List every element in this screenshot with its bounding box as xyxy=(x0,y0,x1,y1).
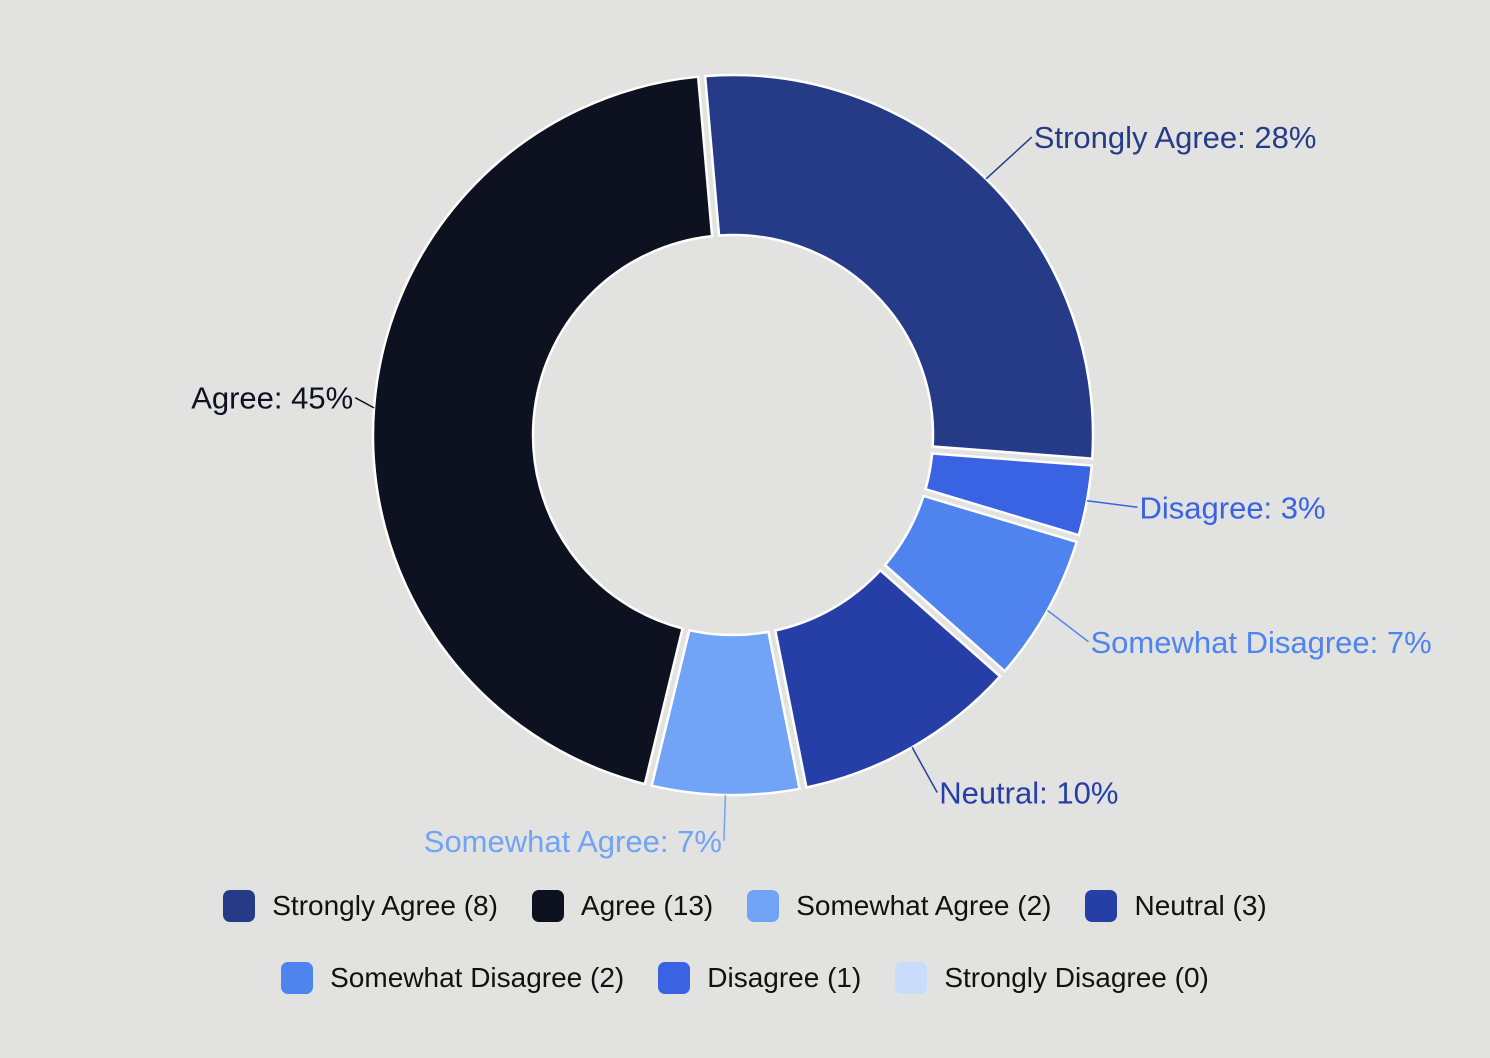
legend-label-neutral: Neutral (3) xyxy=(1134,890,1267,921)
slice-label-neutral: Neutral: 10% xyxy=(939,776,1118,811)
legend-label-agree: Agree (13) xyxy=(580,890,714,921)
slice-somewhat-agree[interactable] xyxy=(650,628,802,797)
legend-item-somewhat-agree[interactable]: Somewhat Agree (2) xyxy=(747,890,1051,922)
slice-label-strongly-agree: Strongly Agree: 28% xyxy=(1034,120,1317,155)
legend-item-neutral[interactable]: Neutral (3) xyxy=(1085,890,1267,922)
legend-swatch-neutral xyxy=(1085,890,1118,922)
legend-row-2: Somewhat Disagree (2) Disagree (1) Strongl… xyxy=(0,956,1490,1000)
slice-neutral[interactable] xyxy=(773,568,1002,789)
legend-swatch-disagree xyxy=(658,962,691,994)
slice-label-disagree: Disagree: 3% xyxy=(1140,490,1326,525)
legend-item-strongly-agree[interactable]: Strongly Agree (8) xyxy=(223,890,498,922)
legend-item-somewhat-disagree[interactable]: Somewhat Disagree (2) xyxy=(281,962,624,994)
legend-label-strongly-disagree: Strongly Disagree (0) xyxy=(944,962,1209,993)
legend-item-strongly-disagree[interactable]: Strongly Disagree (0) xyxy=(895,962,1209,994)
leader-line-neutral xyxy=(911,746,938,793)
slices-layer xyxy=(371,73,1095,797)
leader-lines-layer xyxy=(354,136,1138,841)
leader-line-strongly-agree xyxy=(985,136,1033,180)
legend-swatch-strongly-disagree xyxy=(895,962,928,994)
leader-line-agree xyxy=(354,397,375,409)
legend-row-1: Strongly Agree (8) Agree (13) Somewhat Agr… xyxy=(0,884,1490,928)
legend-label-somewhat-agree: Somewhat Agree (2) xyxy=(796,890,1052,921)
legend-label-strongly-agree: Strongly Agree (8) xyxy=(272,890,498,921)
slice-label-somewhat-agree: Somewhat Agree: 7% xyxy=(424,824,722,859)
legend-item-agree[interactable]: Agree (13) xyxy=(531,890,714,922)
slice-agree[interactable] xyxy=(371,75,714,786)
slice-labels-layer: Strongly Agree: 28% Disagree: 3% Somewhat … xyxy=(191,120,1431,859)
slice-label-agree: Agree: 45% xyxy=(191,381,353,416)
legend-swatch-somewhat-agree xyxy=(747,890,780,922)
slice-disagree[interactable] xyxy=(923,452,1094,537)
slice-label-somewhat-disagree: Somewhat Disagree: 7% xyxy=(1091,625,1432,660)
leader-line-somewhat-disagree xyxy=(1046,609,1089,643)
legend-swatch-somewhat-disagree xyxy=(281,962,314,994)
leader-line-disagree xyxy=(1086,499,1138,509)
slice-somewhat-disagree[interactable] xyxy=(883,494,1079,673)
legend-label-somewhat-disagree: Somewhat Disagree (2) xyxy=(330,962,625,993)
legend-swatch-agree xyxy=(531,890,564,922)
legend-item-disagree[interactable]: Disagree (1) xyxy=(658,962,861,994)
legend-swatch-strongly-agree xyxy=(223,890,256,922)
leader-line-somewhat-agree xyxy=(723,794,727,841)
legend-label-disagree: Disagree (1) xyxy=(707,962,862,993)
slice-strongly-agree[interactable] xyxy=(703,73,1095,460)
